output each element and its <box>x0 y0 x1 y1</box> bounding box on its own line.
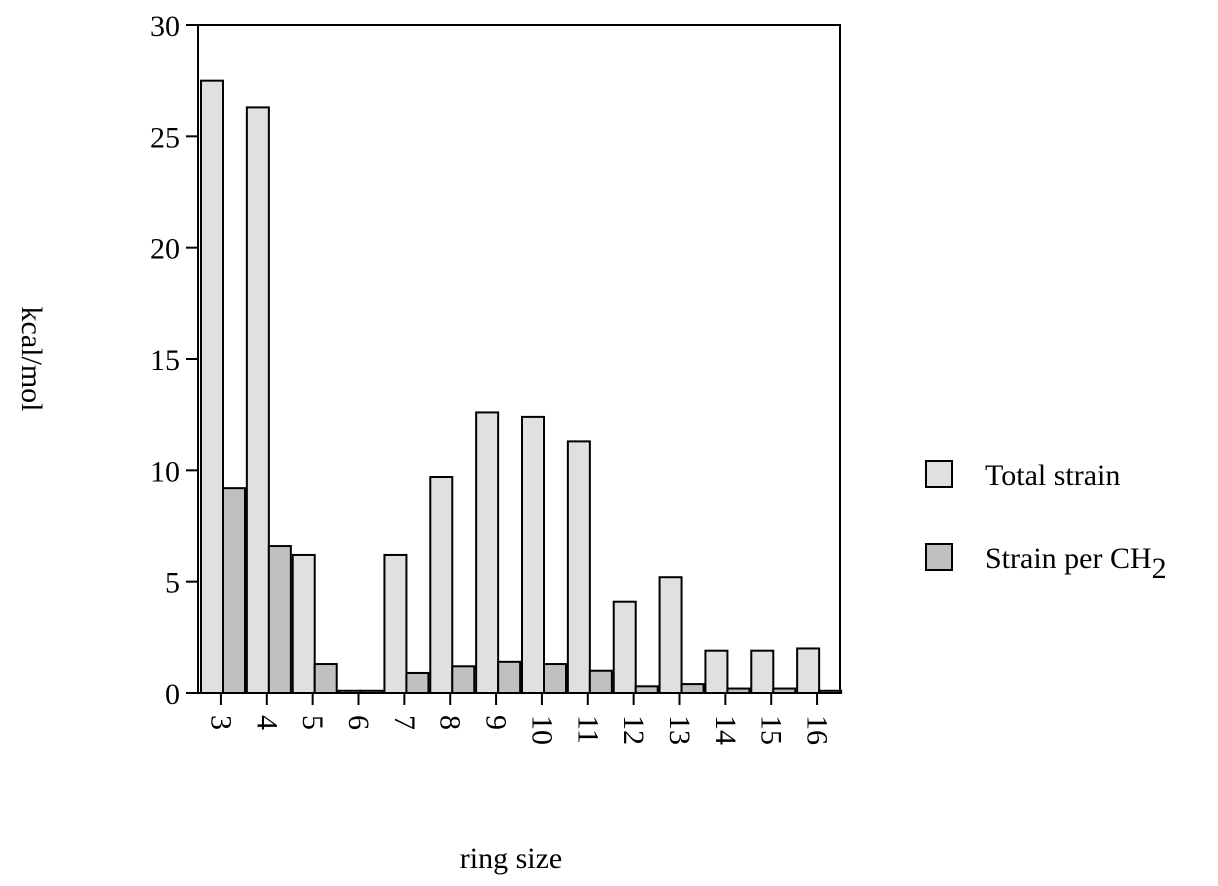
x-tick-label: 6 <box>342 715 375 730</box>
x-tick-label: 5 <box>296 715 329 730</box>
bar-total-strain-3 <box>200 79 224 694</box>
bar-strain-per-ch2-9 <box>497 660 522 694</box>
x-tick-label: 7 <box>388 715 421 730</box>
x-tick-label: 11 <box>571 715 604 744</box>
x-tick-label: 16 <box>801 715 834 745</box>
x-tick-label: 10 <box>525 715 558 745</box>
x-tick-label: 14 <box>709 715 742 745</box>
bar-strain-per-ch2-8 <box>451 665 476 695</box>
bar-total-strain-9 <box>475 411 500 694</box>
bar-total-strain-8 <box>429 476 454 694</box>
x-tick-label: 3 <box>204 715 237 730</box>
bar-strain-per-ch2-13 <box>680 683 705 694</box>
legend: Total strain Strain per CH2 <box>925 459 1167 585</box>
y-tick-label: 30 <box>150 10 180 43</box>
bar-strain-per-ch2-5 <box>313 663 338 695</box>
y-axis-label: kcal/mol <box>15 307 48 412</box>
x-tick-label: 12 <box>617 715 650 745</box>
x-tick-label: 13 <box>663 715 696 745</box>
x-axis-label: ring size <box>460 842 562 875</box>
y-tick-label: 5 <box>165 567 180 600</box>
bar-strain-per-ch2-12 <box>634 685 659 695</box>
y-tick-label: 15 <box>150 344 180 377</box>
x-axis: 3 4 5 6 7 8 9 10 11 12 13 14 15 16 <box>204 693 834 745</box>
bar-strain-per-ch2-10 <box>543 663 567 695</box>
legend-label-total-strain: Total strain <box>985 459 1120 492</box>
x-tick-label: 4 <box>250 715 283 730</box>
bar-total-strain-12 <box>612 600 637 694</box>
x-tick-label: 9 <box>480 715 513 730</box>
bar-total-strain-16 <box>796 647 821 695</box>
bar-total-strain-15 <box>750 649 775 695</box>
y-tick-label: 25 <box>150 121 180 154</box>
y-tick-label: 10 <box>150 455 180 488</box>
x-tick-label: 8 <box>434 715 467 730</box>
bar-total-strain-4 <box>245 106 270 695</box>
bar-total-strain-13 <box>658 576 683 694</box>
y-tick-label: 20 <box>150 233 180 266</box>
y-tick-label: 0 <box>165 678 180 711</box>
y-axis: 0 5 10 15 20 25 30 <box>150 10 198 711</box>
bar-total-strain-14 <box>704 649 729 695</box>
bars-layer <box>200 79 843 695</box>
legend-swatch-strain-per-ch2 <box>925 543 953 571</box>
bar-total-strain-11 <box>566 440 591 694</box>
x-tick-label: 15 <box>755 715 788 745</box>
bar-strain-per-ch2-7 <box>405 671 430 695</box>
bar-strain-per-ch2-11 <box>588 669 613 695</box>
bar-total-strain-7 <box>383 553 408 694</box>
legend-swatch-total-strain <box>925 460 953 488</box>
bar-strain-per-ch2-4 <box>267 545 292 694</box>
legend-label-strain-per-ch2: Strain per CH2 <box>985 542 1167 585</box>
bar-total-strain-10 <box>521 415 545 694</box>
bar-total-strain-5 <box>291 553 316 694</box>
bar-strain-per-ch2-3 <box>222 487 246 694</box>
